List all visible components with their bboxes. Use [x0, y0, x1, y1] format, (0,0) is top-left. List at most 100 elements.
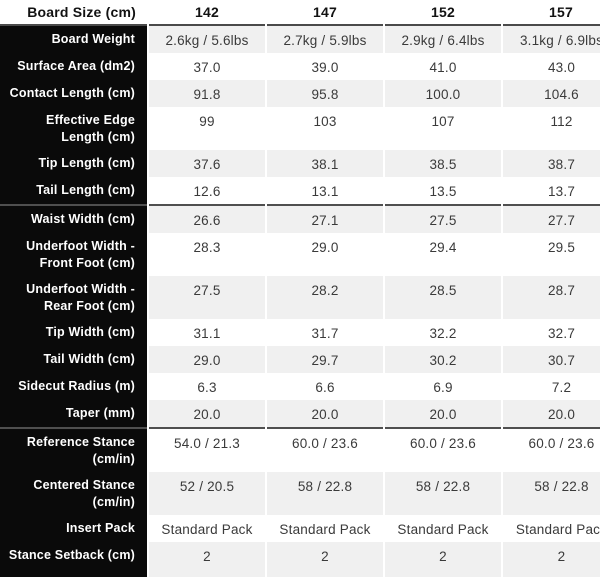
cell-value: 100.0	[383, 80, 502, 107]
size-column-header: 142	[148, 0, 266, 25]
board-size-header-label: Board Size (cm)	[0, 0, 148, 25]
cell-value: 60.0 / 23.6	[501, 427, 600, 472]
cell-value: 38.5	[383, 150, 502, 177]
row-label: Sidecut Radius (m)	[0, 373, 148, 400]
cell-value: 29.0	[265, 233, 384, 276]
cell-value: 6.3	[147, 373, 266, 400]
row-label: Underfoot Width - Rear Foot (cm)	[0, 276, 148, 319]
cell-value: 58 / 22.8	[501, 472, 600, 515]
cell-value: 37.0	[147, 53, 266, 80]
table-row: Centered Stance (cm/in) 52 / 20.5 58 / 2…	[0, 472, 600, 515]
cell-value: 39.0	[265, 53, 384, 80]
size-column-header: 157	[502, 0, 600, 25]
cell-value: 54.0 / 21.3	[147, 427, 266, 472]
cell-value: 31.1	[147, 319, 266, 346]
cell-value: 6.9	[383, 373, 502, 400]
cell-value: 60.0 / 23.6	[265, 427, 384, 472]
cell-value: 29.5	[501, 233, 600, 276]
cell-value: 99	[147, 107, 266, 150]
cell-value: 28.7	[501, 276, 600, 319]
row-label: Taper (mm)	[0, 400, 148, 428]
table-row: Reference Stance (cm/in) 54.0 / 21.3 60.…	[0, 427, 600, 472]
cell-value: 30.2	[383, 346, 502, 373]
cell-value: 95.8	[265, 80, 384, 107]
table-row: Tail Width (cm) 29.0 29.7 30.2 30.7	[0, 346, 600, 373]
row-label: Waist Width (cm)	[0, 204, 148, 233]
cell-value: 32.7	[501, 319, 600, 346]
cell-value: 107	[383, 107, 502, 150]
cell-value: 32.2	[383, 319, 502, 346]
row-label: Tail Length (cm)	[0, 177, 148, 205]
cell-value: 7.2	[501, 373, 600, 400]
size-column-header: 147	[266, 0, 384, 25]
cell-value: Standard Pack	[265, 515, 384, 542]
cell-value: 29.7	[265, 346, 384, 373]
cell-value: 38.7	[501, 150, 600, 177]
cell-value: 13.5	[383, 177, 502, 205]
cell-value: 104.6	[501, 80, 600, 107]
row-label: Underfoot Width - Front Foot (cm)	[0, 233, 148, 276]
table-row: Underfoot Width - Front Foot (cm) 28.3 2…	[0, 233, 600, 276]
table-row: Surface Area (dm2) 37.0 39.0 41.0 43.0	[0, 53, 600, 80]
cell-value: 12.6	[147, 177, 266, 205]
table-row: Tip Width (cm) 31.1 31.7 32.2 32.7	[0, 319, 600, 346]
cell-value: 58 / 22.8	[383, 472, 502, 515]
cell-value: 3.1kg / 6.9lbs	[501, 25, 600, 53]
row-label: Contact Length (cm)	[0, 80, 148, 107]
cell-value: 2	[383, 542, 502, 577]
row-label: Tip Width (cm)	[0, 319, 148, 346]
cell-value: 20.0	[147, 400, 266, 428]
cell-value: 52 / 20.5	[147, 472, 266, 515]
cell-value: 60.0 / 23.6	[383, 427, 502, 472]
row-label: Board Weight	[0, 25, 148, 53]
cell-value: 2	[147, 542, 266, 577]
table-row: Sidecut Radius (m) 6.3 6.6 6.9 7.2	[0, 373, 600, 400]
cell-value: 26.6	[147, 204, 266, 233]
cell-value: 27.5	[147, 276, 266, 319]
cell-value: 28.5	[383, 276, 502, 319]
cell-value: 103	[265, 107, 384, 150]
table-row: Tail Length (cm) 12.6 13.1 13.5 13.7	[0, 177, 600, 205]
table-row: Insert Pack Standard Pack Standard Pack …	[0, 515, 600, 542]
table-row: Effective Edge Length (cm) 99 103 107 11…	[0, 107, 600, 150]
table-row: Waist Width (cm) 26.6 27.1 27.5 27.7	[0, 204, 600, 233]
cell-value: 38.1	[265, 150, 384, 177]
cell-value: 91.8	[147, 80, 266, 107]
cell-value: 2.6kg / 5.6lbs	[147, 25, 266, 53]
cell-value: 31.7	[265, 319, 384, 346]
spec-table-body: Board Weight 2.6kg / 5.6lbs 2.7kg / 5.9l…	[0, 25, 600, 577]
cell-value: Standard Pack	[501, 515, 600, 542]
size-header-row: Board Size (cm) 142 147 152 157	[0, 0, 600, 25]
cell-value: 30.7	[501, 346, 600, 373]
cell-value: 27.1	[265, 204, 384, 233]
cell-value: 2	[265, 542, 384, 577]
row-label: Effective Edge Length (cm)	[0, 107, 148, 150]
size-column-header: 152	[384, 0, 502, 25]
cell-value: 41.0	[383, 53, 502, 80]
cell-value: 2	[501, 542, 600, 577]
cell-value: 37.6	[147, 150, 266, 177]
cell-value: 13.1	[265, 177, 384, 205]
cell-value: 112	[501, 107, 600, 150]
cell-value: 27.5	[383, 204, 502, 233]
cell-value: 29.0	[147, 346, 266, 373]
cell-value: Standard Pack	[147, 515, 266, 542]
table-row: Stance Setback (cm) 2 2 2 2	[0, 542, 600, 577]
row-label: Surface Area (dm2)	[0, 53, 148, 80]
row-label: Tail Width (cm)	[0, 346, 148, 373]
cell-value: 2.7kg / 5.9lbs	[265, 25, 384, 53]
table-row: Board Weight 2.6kg / 5.6lbs 2.7kg / 5.9l…	[0, 25, 600, 53]
row-label: Stance Setback (cm)	[0, 542, 148, 577]
cell-value: 43.0	[501, 53, 600, 80]
cell-value: 27.7	[501, 204, 600, 233]
cell-value: Standard Pack	[383, 515, 502, 542]
cell-value: 2.9kg / 6.4lbs	[383, 25, 502, 53]
cell-value: 28.3	[147, 233, 266, 276]
cell-value: 28.2	[265, 276, 384, 319]
row-label: Insert Pack	[0, 515, 148, 542]
cell-value: 58 / 22.8	[265, 472, 384, 515]
cell-value: 20.0	[265, 400, 384, 428]
cell-value: 6.6	[265, 373, 384, 400]
table-row: Tip Length (cm) 37.6 38.1 38.5 38.7	[0, 150, 600, 177]
